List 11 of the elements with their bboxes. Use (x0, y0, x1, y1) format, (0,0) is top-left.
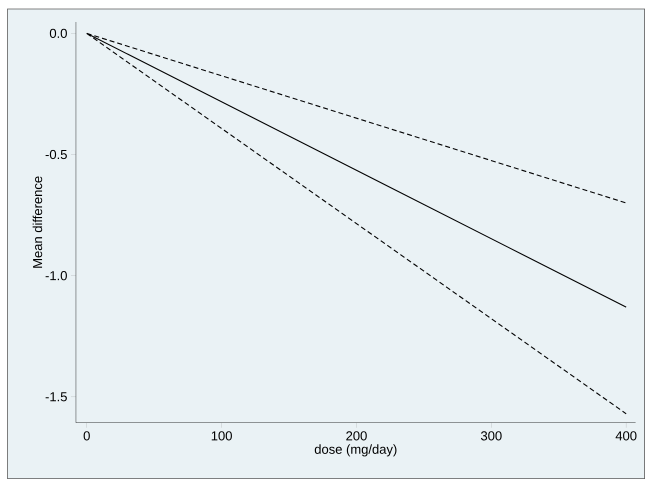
y-axis-title: Mean difference (32, 176, 42, 268)
x-tick-label: 0 (84, 431, 90, 440)
y-tick-label: -1.0 (46, 271, 67, 280)
x-tick-label: 300 (480, 431, 502, 440)
x-tick-label: 100 (212, 431, 232, 440)
x-tick-label: 200 (346, 431, 367, 440)
x-tick-label: 400 (616, 431, 636, 440)
y-tick-label: 0.0 (50, 28, 67, 38)
y-tick-label: -1.5 (46, 392, 67, 402)
y-tick-label: -0.5 (46, 150, 67, 160)
x-axis-title: dose (mg/day) (314, 444, 396, 456)
